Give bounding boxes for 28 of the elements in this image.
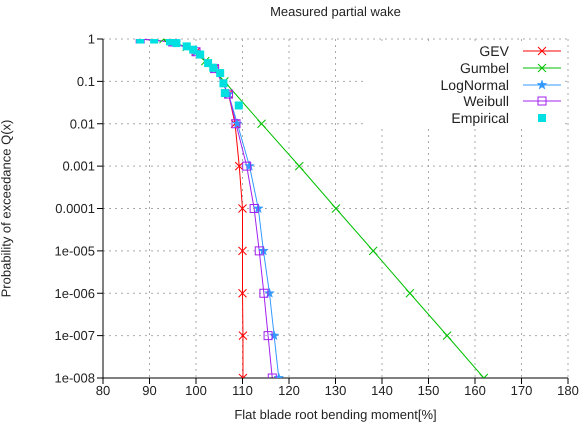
y-tick-label: 0.01 <box>70 116 95 132</box>
y-tick-label: 1 <box>88 32 95 47</box>
x-tick-label: 110 <box>232 383 253 398</box>
x-tick-label: 170 <box>510 383 532 398</box>
x-tick-label: 130 <box>324 383 346 398</box>
x-tick-label: 80 <box>96 383 110 398</box>
x-tick-label: 150 <box>418 383 440 398</box>
x-tick-label: 100 <box>185 383 207 398</box>
y-tick-label: 1e-007 <box>54 328 95 344</box>
x-tick-label: 140 <box>371 383 393 398</box>
y-tick-label: 1e-008 <box>54 370 95 386</box>
legend-label: GEV <box>479 43 509 60</box>
x-tick-label: 120 <box>278 383 300 398</box>
x-tick-label: 160 <box>464 383 486 398</box>
legend-label: Empirical <box>451 110 509 126</box>
legend-label: LogNormal <box>440 76 509 93</box>
legend-label: Gumbel <box>460 60 509 76</box>
legend-label: Weibull <box>463 93 509 110</box>
x-tick-label: 90 <box>142 383 157 398</box>
y-tick-label: 1e-005 <box>54 243 95 258</box>
chart-title: Measured partial wake <box>269 4 402 19</box>
x-tick-label: 180 <box>557 383 579 398</box>
y-axis-title: Probability of exceedance Q(x) <box>0 120 14 298</box>
y-tick-label: 0.1 <box>76 74 95 89</box>
y-tick-label: 0.0001 <box>55 201 95 216</box>
y-tick-label: 1e-006 <box>54 286 95 301</box>
y-tick-label: 0.001 <box>62 158 95 174</box>
x-axis-title: Flat blade root bending moment[%] <box>234 407 437 422</box>
